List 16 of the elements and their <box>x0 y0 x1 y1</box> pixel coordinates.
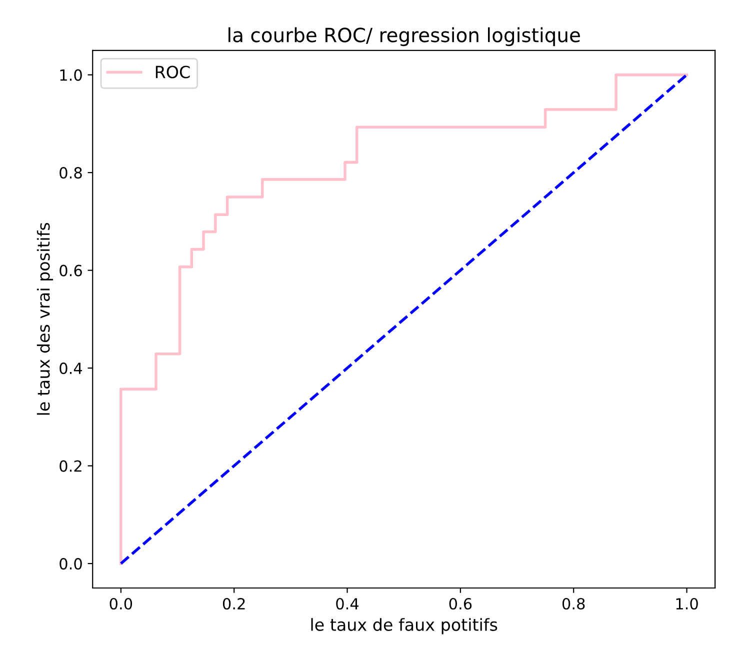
y-tick-label: 0.2 <box>60 460 82 472</box>
legend-label: ROC <box>156 66 190 78</box>
y-tick-label: 0.8 <box>60 167 82 179</box>
x-tick-label: 0.2 <box>222 598 245 610</box>
y-axis-title: le taux des vrai positifs <box>36 222 54 415</box>
x-axis-title: le taux de faux potitifs <box>311 618 498 634</box>
x-tick-label: 0.6 <box>449 598 472 610</box>
chart-title: la courbe ROC/ regression logistique <box>228 27 580 46</box>
y-tick-label: 0.0 <box>60 558 82 570</box>
y-tick-label: 1.0 <box>60 69 82 81</box>
y-tick-label: 0.4 <box>60 362 82 374</box>
x-tick-label: 0.0 <box>110 598 132 610</box>
x-tick-label: 0.4 <box>336 598 359 610</box>
x-tick-label: 0.8 <box>562 598 585 610</box>
y-tick-label: 0.6 <box>60 264 82 276</box>
x-tick-label: 1.0 <box>676 598 698 610</box>
